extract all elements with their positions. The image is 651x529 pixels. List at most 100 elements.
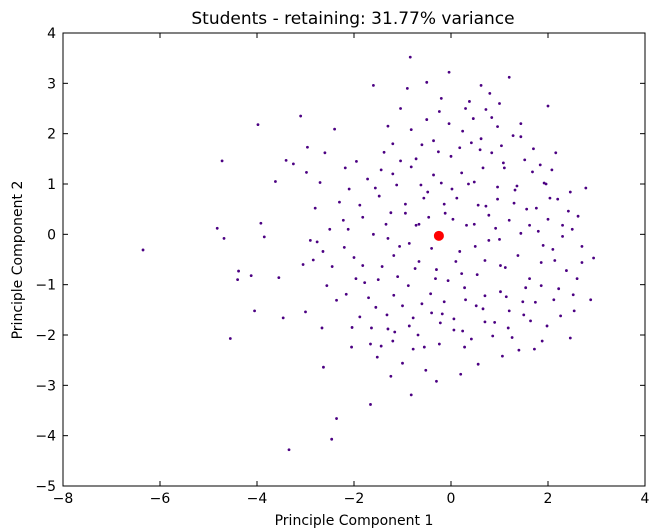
data-point — [392, 254, 396, 257]
data-point — [589, 298, 593, 302]
data-point — [391, 172, 395, 176]
data-point — [546, 217, 550, 221]
data-point — [435, 379, 438, 383]
data-point — [335, 417, 338, 420]
data-point — [432, 139, 435, 143]
data-point — [352, 256, 356, 259]
data-point — [401, 304, 404, 308]
data-point — [306, 145, 309, 149]
data-point — [256, 123, 260, 127]
data-point — [478, 148, 482, 152]
data-point — [539, 261, 543, 264]
chart-title: Students - retaining: 31.77% variance — [191, 9, 514, 29]
data-point — [446, 279, 450, 283]
data-point — [367, 296, 370, 300]
data-point — [318, 181, 322, 184]
data-point — [463, 286, 466, 290]
data-point — [301, 263, 305, 266]
data-point — [531, 170, 534, 174]
data-point — [568, 336, 572, 340]
data-point — [575, 277, 579, 281]
data-point — [409, 393, 413, 397]
data-point — [338, 200, 341, 204]
data-point — [384, 222, 388, 226]
data-point — [510, 336, 514, 339]
data-point — [452, 317, 456, 321]
data-point — [382, 150, 386, 154]
x-axis-label: Principle Component 1 — [275, 513, 434, 529]
data-point — [373, 186, 377, 190]
data-point — [375, 355, 379, 359]
data-point — [521, 300, 525, 304]
data-point — [426, 190, 430, 194]
data-point — [377, 194, 381, 198]
data-point — [513, 188, 517, 192]
data-point — [291, 162, 295, 166]
data-point — [507, 309, 511, 313]
data-point — [551, 248, 555, 251]
data-point — [372, 232, 375, 236]
data-point — [411, 316, 415, 320]
data-point — [429, 292, 433, 296]
data-point — [460, 272, 464, 275]
y-tick-label: 0 — [47, 227, 56, 243]
data-point — [396, 275, 400, 279]
data-point — [398, 245, 401, 248]
data-point — [545, 324, 549, 328]
data-point — [506, 326, 510, 330]
data-point — [500, 144, 503, 148]
data-point — [262, 235, 266, 239]
data-point — [502, 166, 506, 170]
data-point — [399, 159, 402, 163]
data-point — [436, 150, 440, 154]
data-point — [529, 319, 532, 323]
y-axis-label: Principle Component 2 — [10, 181, 26, 340]
data-point — [313, 206, 317, 210]
data-point — [536, 229, 540, 233]
data-point — [427, 215, 431, 219]
data-point — [417, 260, 421, 263]
data-point — [389, 211, 393, 215]
data-point — [405, 86, 409, 90]
data-point — [304, 310, 307, 314]
data-point — [461, 129, 465, 133]
data-point — [592, 256, 595, 260]
data-point — [474, 304, 478, 308]
data-point — [411, 347, 415, 351]
data-point — [494, 226, 498, 230]
data-point — [442, 300, 446, 304]
data-point — [475, 273, 479, 276]
data-point — [479, 137, 483, 141]
data-point — [369, 342, 372, 346]
data-point — [379, 168, 383, 172]
data-point — [408, 55, 412, 59]
data-point — [512, 201, 516, 205]
data-point — [519, 231, 523, 235]
data-point — [369, 403, 372, 406]
data-point — [361, 264, 365, 267]
x-tick-label: −2 — [344, 491, 365, 507]
data-point — [393, 330, 397, 334]
data-point — [469, 337, 473, 341]
data-point — [407, 324, 411, 328]
data-point — [284, 158, 288, 162]
data-point — [539, 284, 543, 288]
data-point — [565, 269, 568, 272]
data-point — [479, 83, 483, 87]
data-point — [322, 365, 325, 369]
data-point — [228, 337, 232, 340]
data-point — [516, 254, 520, 257]
x-tick-label: 2 — [544, 491, 553, 507]
data-point — [455, 196, 459, 200]
data-point — [540, 339, 544, 343]
data-point — [425, 118, 429, 121]
data-point — [458, 250, 462, 253]
data-point — [447, 70, 451, 74]
data-point — [320, 326, 324, 330]
data-point — [525, 207, 529, 211]
x-tick-label: −8 — [53, 491, 74, 507]
data-point — [335, 298, 338, 302]
y-tick-label: −3 — [35, 378, 56, 394]
data-point — [517, 348, 521, 352]
